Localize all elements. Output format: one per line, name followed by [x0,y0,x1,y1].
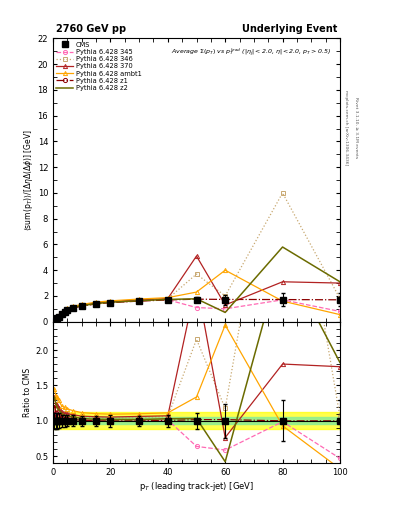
Y-axis label: Ratio to CMS: Ratio to CMS [23,368,32,417]
Y-axis label: $\langle$sum(p$_T$)$\rangle$/$[\Delta\eta\Delta(\Delta\phi)]$ [GeV]: $\langle$sum(p$_T$)$\rangle$/$[\Delta\et… [22,129,35,231]
Text: mcplots.cern.ch [arXiv:1306.3436]: mcplots.cern.ch [arXiv:1306.3436] [344,91,348,165]
X-axis label: p$_T$ (leading track-jet) [GeV]: p$_T$ (leading track-jet) [GeV] [139,480,254,493]
Text: Average $\Sigma(p_T)$ vs $p_T^{lead}$ ($|\eta_j|$$<$2.0, $\eta$$|$$<$2.0, $p_T$$: Average $\Sigma(p_T)$ vs $p_T^{lead}$ ($… [171,47,331,58]
Text: Rivet 3.1.10, ≥ 3.1M events: Rivet 3.1.10, ≥ 3.1M events [354,97,358,159]
Text: Underlying Event: Underlying Event [242,24,337,34]
Text: 2760 GeV pp: 2760 GeV pp [56,24,126,34]
Legend: CMS, Pythia 6.428 345, Pythia 6.428 346, Pythia 6.428 370, Pythia 6.428 ambt1, P: CMS, Pythia 6.428 345, Pythia 6.428 346,… [55,40,143,92]
